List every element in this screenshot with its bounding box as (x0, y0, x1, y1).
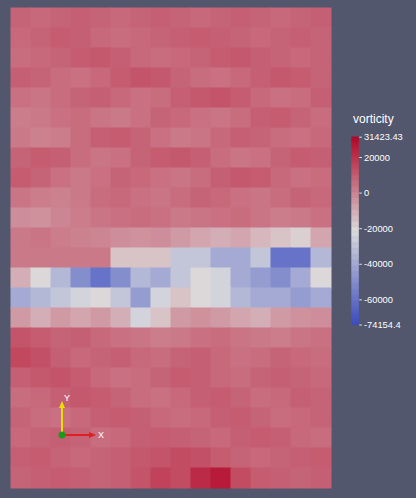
svg-text:31423.43: 31423.43 (364, 132, 403, 142)
svg-text:-20000: -20000 (364, 224, 393, 234)
svg-text:20000: 20000 (364, 152, 390, 162)
svg-text:X: X (98, 430, 104, 440)
svg-text:-40000: -40000 (364, 259, 393, 269)
svg-text:0: 0 (364, 188, 369, 198)
svg-text:-60000: -60000 (364, 295, 393, 305)
html-text:vorticity: vorticity (353, 112, 394, 126)
svg-text:Y: Y (64, 393, 70, 403)
svg-text:-74154.4: -74154.4 (364, 320, 401, 330)
